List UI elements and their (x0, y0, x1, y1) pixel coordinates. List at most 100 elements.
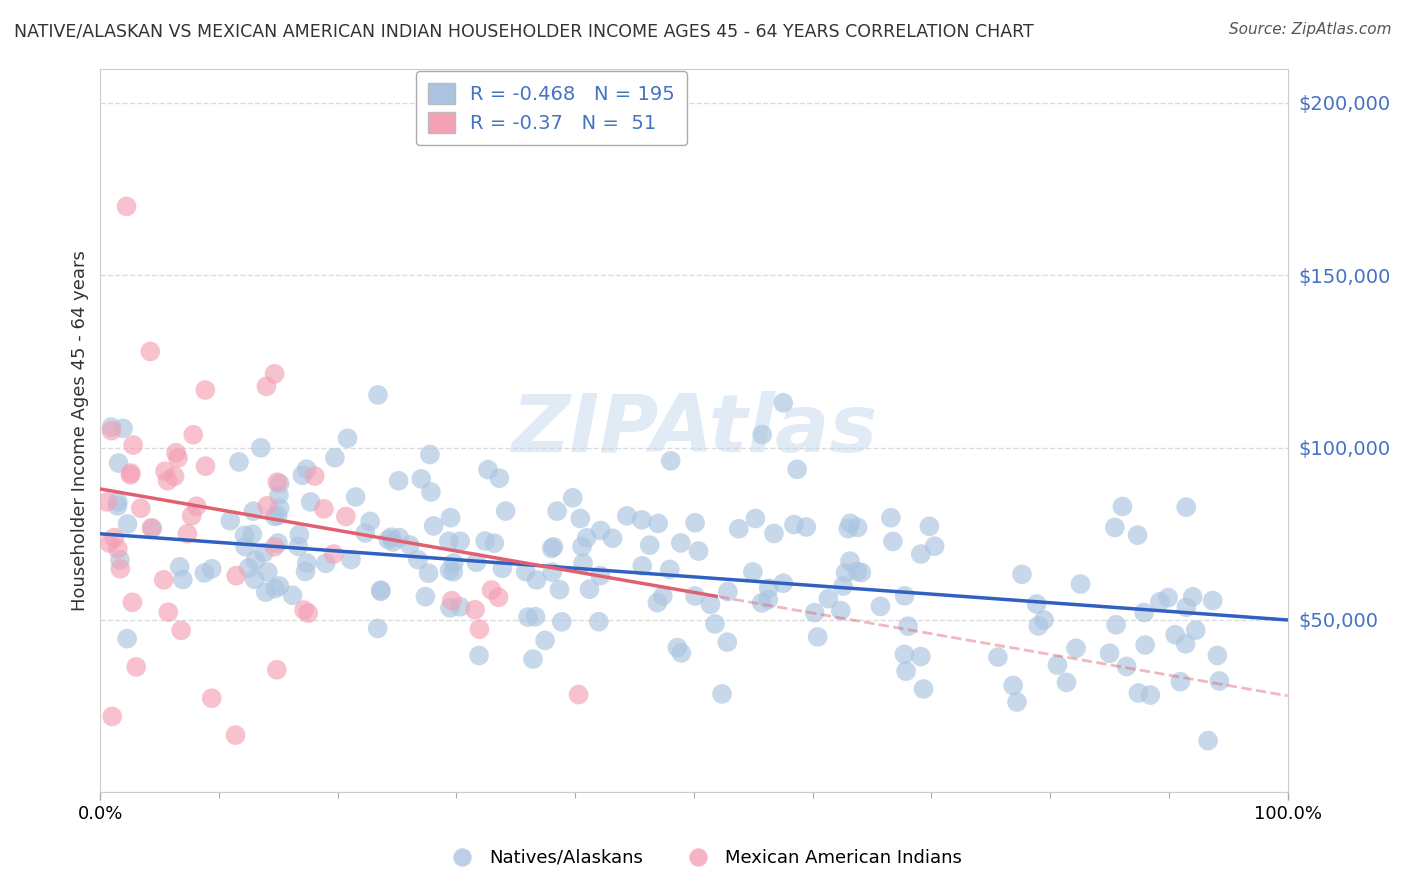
Point (711, 687, 734, 701)
Point (522, 652, 544, 666)
Point (269, 501, 291, 516)
Point (659, 454, 682, 468)
Point (110, 562, 132, 576)
Point (101, 709, 124, 723)
Point (165, 446, 187, 460)
Point (524, 609, 547, 624)
Point (380, 530, 402, 544)
Point (299, 495, 322, 509)
Point (786, 462, 808, 476)
Point (294, 565, 316, 579)
Point (100, 420, 122, 434)
Point (367, 388, 389, 402)
Point (253, 545, 276, 559)
Point (669, 536, 692, 550)
Point (120, 466, 142, 480)
Point (370, 584, 392, 599)
Point (515, 565, 537, 579)
Point (744, 511, 766, 525)
Point (267, 536, 290, 550)
Point (488, 591, 510, 605)
Point (340, 552, 363, 566)
Point (267, 508, 290, 523)
Point (839, 516, 862, 531)
Point (575, 531, 598, 545)
Point (411, 472, 433, 486)
Point (141, 521, 163, 535)
Point (107, 495, 129, 509)
Point (181, 427, 204, 442)
Point (439, 563, 461, 577)
Point (129, 501, 152, 516)
Point (717, 584, 740, 599)
Point (751, 427, 773, 442)
Point (588, 615, 610, 629)
Point (568, 688, 591, 702)
Point (1181, 590, 1204, 604)
Point (534, 633, 557, 648)
Point (323, 450, 346, 465)
Point (418, 566, 440, 581)
Point (1133, 606, 1156, 620)
Point (741, 565, 763, 579)
Point (225, 728, 247, 742)
Point (589, 568, 612, 582)
Point (107, 499, 129, 513)
Point (1070, 577, 1092, 591)
Point (683, 589, 706, 603)
Point (257, 565, 280, 579)
Point (245, 553, 267, 567)
Point (543, 540, 565, 554)
Legend: R = -0.468   N = 195, R = -0.37   N =  51: R = -0.468 N = 195, R = -0.37 N = 51 (416, 71, 688, 145)
Point (269, 579, 291, 593)
Point (415, 590, 437, 604)
Point (359, 515, 381, 529)
Point (491, 561, 513, 575)
Point (281, 588, 304, 602)
Point (540, 541, 562, 556)
Point (263, 367, 285, 381)
Point (194, 383, 217, 397)
Point (419, 448, 441, 462)
Point (304, 469, 326, 483)
Point (638, 538, 661, 552)
Point (1098, 646, 1121, 660)
Point (1028, 619, 1050, 633)
Point (242, 504, 264, 518)
Point (839, 554, 862, 568)
Point (671, 646, 693, 660)
Point (1157, 591, 1180, 605)
Point (851, 566, 873, 580)
Point (699, 598, 721, 612)
Point (219, 514, 242, 528)
Point (783, 517, 806, 532)
Point (616, 508, 638, 523)
Point (817, 591, 839, 606)
Point (589, 524, 612, 538)
Point (488, 471, 510, 485)
Point (388, 531, 411, 545)
Point (228, 455, 250, 469)
Point (910, 547, 932, 561)
Text: ZIPAtlas: ZIPAtlas (510, 392, 877, 469)
Point (481, 583, 503, 598)
Point (1139, 688, 1161, 702)
Point (630, 513, 652, 527)
Point (141, 521, 163, 535)
Point (834, 566, 856, 580)
Point (572, 556, 595, 570)
Point (439, 600, 461, 615)
Point (243, 572, 266, 586)
Point (882, 534, 904, 549)
Point (1170, 674, 1192, 689)
Point (658, 562, 681, 576)
Text: Source: ZipAtlas.com: Source: ZipAtlas.com (1229, 22, 1392, 37)
Point (167, 450, 190, 465)
Point (465, 555, 488, 569)
Point (107, 456, 129, 470)
Point (464, 603, 486, 617)
Point (254, 379, 277, 393)
Point (422, 519, 444, 533)
Point (1005, 695, 1028, 709)
Y-axis label: Householder Income Ages 45 - 64 years: Householder Income Ages 45 - 64 years (72, 250, 89, 611)
